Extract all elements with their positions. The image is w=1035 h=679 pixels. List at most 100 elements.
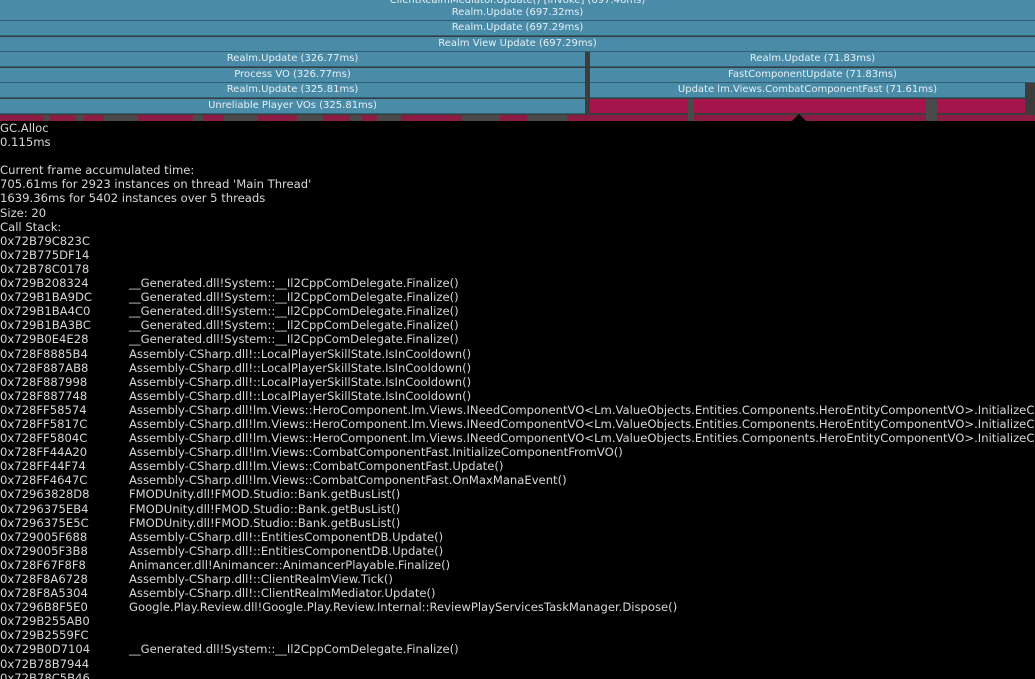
- timeline-gap: [462, 115, 500, 122]
- frame-address: 0x72963828D8: [0, 487, 90, 502]
- call-stack-frame: 0x729B1BA9DC __Generated.dll!System::__Il…: [0, 290, 1035, 304]
- call-stack-frame: 0x72B78C5B46: [0, 671, 1035, 679]
- accumulated-time-thread: 705.61ms for 2923 instances on thread 'M…: [0, 177, 312, 192]
- timeline-gap: [224, 115, 258, 122]
- call-stack-frame: 0x729B1BA3BC __Generated.dll!System::__Il…: [0, 318, 1035, 332]
- timeline-marker-gc-alloc[interactable]: [694, 99, 926, 113]
- call-stack-list: 0x72B79C823C 0x72B775DF14 0x72B78C0178 0x72…: [0, 234, 1035, 679]
- timeline-marker-combat-component-fast[interactable]: Update lm.Views.CombatComponentFast (71.…: [590, 83, 1025, 98]
- frame-function: __Generated.dll!System::__Il2CppComDeleg…: [129, 304, 459, 319]
- timeline-gap: [76, 115, 84, 122]
- frame-address: 0x728F67F8F8: [0, 557, 86, 572]
- accumulated-time-all-threads: 1639.36ms for 5402 instances over 5 thre…: [0, 191, 266, 206]
- timeline-gap: [350, 115, 362, 122]
- timeline-marker-process-vo[interactable]: Process VO (326.77ms): [0, 68, 585, 83]
- call-stack-frame: 0x729B2559FC: [0, 628, 1035, 642]
- frame-address: 0x72B78C0178: [0, 261, 90, 276]
- frame-address: 0x728F8A5304: [0, 586, 88, 601]
- frame-address: 0x728F887998: [0, 374, 88, 389]
- timeline-marker-unreliable-player-vos[interactable]: Unreliable Player VOs (325.81ms): [0, 99, 585, 114]
- frame-function: Assembly-CSharp.dll!::LocalPlayerSkillSt…: [129, 388, 472, 403]
- timeline-marker-gc-alloc[interactable]: [590, 99, 688, 113]
- frame-function: Assembly-CSharp.dll!lm.Views::HeroCompon…: [129, 431, 1035, 446]
- frame-address: 0x729B208324: [0, 276, 89, 291]
- frame-address: 0x728F8885B4: [0, 346, 88, 361]
- call-stack-frame: 0x72963828D8 FMODUnity.dll!FMOD.Studio::B…: [0, 487, 1035, 501]
- frame-address: 0x72B78C5B46: [0, 670, 90, 679]
- call-stack-frame: 0x729B255AB0: [0, 614, 1035, 628]
- timeline-gap: [104, 115, 138, 122]
- call-stack-frame: 0x728FF5817C Assembly-CSharp.dll!lm.Views…: [0, 417, 1035, 431]
- frame-address: 0x7296375EB4: [0, 501, 89, 516]
- frame-address: 0x728FF44F74: [0, 459, 86, 474]
- accumulated-time-title: Current frame accumulated time:: [0, 163, 195, 178]
- frame-function: Assembly-CSharp.dll!lm.Views::CombatComp…: [129, 445, 623, 460]
- call-stack-frame: 0x728FF58574 Assembly-CSharp.dll!lm.Views…: [0, 403, 1035, 417]
- timeline-gap: [926, 99, 937, 129]
- tooltip-arrow: [792, 114, 806, 121]
- call-stack-frame: 0x7296375EB4 FMODUnity.dll!FMOD.Studio::B…: [0, 502, 1035, 516]
- timeline-marker-realm-update-left[interactable]: Realm.Update (326.77ms): [0, 52, 585, 67]
- marker-name: GC.Alloc: [0, 121, 49, 135]
- call-stack-frame: 0x728F8A5304 Assembly-CSharp.dll!::Client…: [0, 586, 1035, 600]
- frame-address: 0x7296375E5C: [0, 515, 89, 530]
- timeline-marker-gc-alloc[interactable]: [937, 99, 1025, 113]
- frame-address: 0x72B775DF14: [0, 247, 90, 262]
- frame-function: Assembly-CSharp.dll!::LocalPlayerSkillSt…: [129, 346, 472, 361]
- call-stack-title: Call Stack:: [0, 219, 62, 234]
- frame-function: Assembly-CSharp.dll!::LocalPlayerSkillSt…: [129, 374, 472, 389]
- frame-function: Assembly-CSharp.dll!::EntitiesComponentD…: [129, 529, 444, 544]
- timeline-gap: [297, 115, 323, 122]
- timeline-gap: [527, 115, 567, 122]
- frame-function: __Generated.dll!System::__Il2CppComDeleg…: [129, 276, 459, 291]
- call-stack-frame: 0x72B79C823C: [0, 234, 1035, 248]
- call-stack-frame: 0x7296375E5C FMODUnity.dll!FMOD.Studio::B…: [0, 516, 1035, 530]
- frame-address: 0x729B0D7104: [0, 642, 91, 657]
- frame-address: 0x729B0E4E28: [0, 332, 89, 347]
- timeline-marker-fast-component-update[interactable]: FastComponentUpdate (71.83ms): [590, 68, 1035, 83]
- frame-address: 0x728F8A6728: [0, 572, 88, 586]
- call-stack-frame: 0x729B0E4E28 __Generated.dll!System::__Il…: [0, 332, 1035, 346]
- frame-function: Assembly-CSharp.dll!::ClientRealmView.Ti…: [129, 572, 393, 586]
- call-stack-frame: 0x7296B8F5E0 Google.Play.Review.dll!Googl…: [0, 600, 1035, 614]
- frame-address: 0x729B2559FC: [0, 628, 89, 643]
- frame-address: 0x729005F688: [0, 529, 88, 544]
- frame-address: 0x728FF58574: [0, 402, 87, 417]
- frame-address: 0x728FF5817C: [0, 416, 88, 431]
- call-stack-frame: 0x728F8A6728 Assembly-CSharp.dll!::Client…: [0, 572, 1035, 586]
- call-stack-frame: 0x729005F688 Assembly-CSharp.dll!::Entiti…: [0, 530, 1035, 544]
- call-stack-frame: 0x728F8885B4 Assembly-CSharp.dll!::LocalP…: [0, 347, 1035, 361]
- frame-function: Assembly-CSharp.dll!lm.Views::CombatComp…: [129, 459, 504, 474]
- frame-function: FMODUnity.dll!FMOD.Studio::Bank.getBusLi…: [129, 515, 401, 530]
- timeline-gap: [193, 115, 203, 122]
- frame-address: 0x7296B8F5E0: [0, 600, 88, 615]
- frame-address: 0x72B78B7944: [0, 656, 90, 671]
- timeline-marker-realm-view-update[interactable]: Realm View Update (697.29ms): [0, 37, 1035, 52]
- timeline-child-markers[interactable]: [0, 115, 1035, 122]
- call-stack-frame: 0x72B78C0178: [0, 262, 1035, 276]
- frame-function: Google.Play.Review.dll!Google.Play.Revie…: [129, 600, 678, 615]
- call-stack-frame: 0x728F887748 Assembly-CSharp.dll!::LocalP…: [0, 389, 1035, 403]
- marker-duration: 0.115ms: [0, 135, 51, 150]
- frame-function: Assembly-CSharp.dll!::ClientRealmMediato…: [129, 586, 436, 601]
- timeline-marker-realm-update-right[interactable]: Realm.Update (71.83ms): [590, 52, 1035, 67]
- frame-function: __Generated.dll!System::__Il2CppComDeleg…: [129, 642, 459, 657]
- frame-address: 0x729B1BA9DC: [0, 290, 92, 305]
- timeline-marker-realm-update[interactable]: Realm.Update (697.32ms): [0, 6, 1035, 21]
- allocation-size: Size: 20: [0, 205, 47, 220]
- timeline-marker-realm-update-left-2[interactable]: Realm.Update (325.81ms): [0, 83, 585, 98]
- frame-function: Assembly-CSharp.dll!lm.Views::CombatComp…: [129, 473, 567, 488]
- call-stack-frame: 0x729005F3B8 Assembly-CSharp.dll!::Entiti…: [0, 544, 1035, 558]
- timeline-gap: [377, 115, 401, 122]
- timeline-marker-realm-update-2[interactable]: Realm.Update (697.29ms): [0, 21, 1035, 36]
- frame-address: 0x72B79C823C: [0, 233, 91, 248]
- call-stack-frame: 0x729B208324 __Generated.dll!System::__Il…: [0, 276, 1035, 290]
- frame-address: 0x729005F3B8: [0, 543, 88, 558]
- call-stack-frame: 0x728F67F8F8 Animancer.dll!Animancer::Ani…: [0, 558, 1035, 572]
- timeline-gap: [44, 115, 50, 122]
- frame-address: 0x728FF44A20: [0, 445, 88, 460]
- frame-function: __Generated.dll!System::__Il2CppComDeleg…: [129, 332, 459, 347]
- frame-address: 0x729B1BA4C0: [0, 304, 91, 319]
- frame-function: FMODUnity.dll!FMOD.Studio::Bank.getBusLi…: [129, 501, 401, 516]
- frame-function: __Generated.dll!System::__Il2CppComDeleg…: [129, 318, 459, 333]
